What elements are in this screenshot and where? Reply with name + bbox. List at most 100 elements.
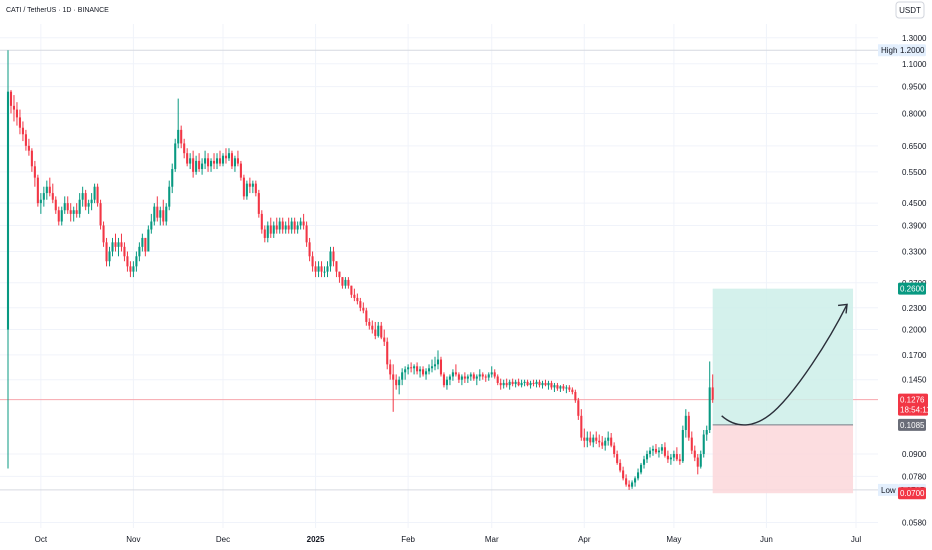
candle-body [529, 382, 532, 386]
candle-body [78, 199, 81, 214]
candle [574, 389, 577, 403]
candle-body [442, 374, 446, 386]
candle-body [532, 382, 535, 385]
candle [99, 199, 102, 230]
candle-body [284, 225, 287, 230]
candle-body [448, 376, 451, 380]
candle [654, 443, 658, 455]
candle-body [15, 109, 19, 118]
candle-body [230, 153, 233, 167]
candle-body [278, 221, 281, 230]
candle-body [550, 382, 553, 388]
candle [54, 196, 57, 214]
candle [407, 364, 410, 375]
candle-body [245, 183, 248, 197]
candle [583, 428, 586, 448]
candle-body [389, 364, 392, 375]
candle-body [374, 329, 377, 336]
candle [114, 233, 117, 252]
candle-body [239, 163, 242, 178]
candle-body [675, 454, 678, 460]
candle-body [24, 134, 27, 146]
candle-body [326, 266, 329, 272]
currency-button[interactable]: USDT [895, 1, 925, 19]
candle-body [129, 266, 132, 272]
candle [430, 359, 434, 373]
candle [236, 150, 239, 167]
candle-body [57, 210, 60, 222]
candle [595, 431, 598, 444]
candle-body [466, 376, 469, 379]
candle-body [699, 454, 702, 467]
candle [102, 221, 105, 247]
candle-body [559, 386, 562, 389]
candle-body [338, 271, 341, 278]
candle [487, 372, 490, 381]
candle-body [580, 415, 583, 438]
candle-body [392, 374, 395, 380]
x-axis[interactable]: Oct Nov Dec 2025 Feb Mar Apr May Jun Jul [35, 535, 862, 544]
candle [419, 366, 422, 378]
candle-body [708, 387, 711, 431]
candle-body [690, 437, 693, 451]
candle [135, 251, 138, 272]
candle [580, 409, 583, 441]
candle-body [386, 341, 389, 365]
candle [230, 150, 233, 170]
candle [24, 129, 27, 151]
candle [120, 233, 123, 252]
low-label-bg [878, 483, 898, 496]
candle-body [269, 225, 272, 234]
candle-body [54, 199, 57, 211]
candle-body [511, 381, 514, 385]
candle-body [481, 374, 484, 377]
candle-body [589, 437, 592, 443]
candle-body [165, 206, 168, 222]
candle [702, 430, 705, 458]
candle [347, 277, 350, 289]
candle [502, 379, 505, 389]
candle-body [171, 169, 174, 187]
candle-body [445, 379, 448, 386]
y-tick-label: 0.0780 [902, 472, 927, 481]
candle [589, 431, 592, 446]
target-tag: 0.2600 [900, 285, 925, 294]
candle-body [526, 381, 529, 386]
candle-body [424, 371, 428, 375]
candle [535, 379, 538, 388]
candle-body [490, 372, 493, 375]
candle [374, 321, 377, 340]
high-label: High [881, 46, 897, 55]
x-tick-label: Dec [216, 535, 230, 544]
y-tick-label: 0.1450 [902, 376, 927, 385]
y-tick-label: 0.5500 [902, 168, 927, 177]
y-axis[interactable]: 1.3000 1.1000 0.9500 0.8000 0.6500 0.5500 0.45… [902, 34, 927, 528]
candle [210, 158, 213, 172]
candle [108, 246, 111, 267]
candle [201, 158, 204, 175]
candle [287, 217, 290, 234]
candle [416, 362, 419, 375]
countdown-tag: 18:54:11 [900, 406, 931, 415]
candle-body [586, 437, 589, 441]
candle [9, 89, 13, 114]
candle [311, 251, 314, 272]
candle-body [218, 158, 222, 164]
candle-body [66, 203, 69, 211]
candle [678, 454, 681, 465]
candle-body [257, 193, 260, 214]
candle [248, 177, 251, 194]
candle-body [162, 210, 165, 222]
candle-body [323, 271, 326, 273]
candle [129, 261, 132, 278]
candle [6, 50, 10, 469]
candle [314, 261, 317, 278]
candle-body [215, 158, 219, 164]
candle-body [666, 455, 669, 460]
candle [634, 476, 637, 487]
candle-body [251, 183, 254, 187]
candle-body [33, 166, 36, 178]
candle-body [696, 457, 699, 467]
candle [302, 213, 305, 230]
